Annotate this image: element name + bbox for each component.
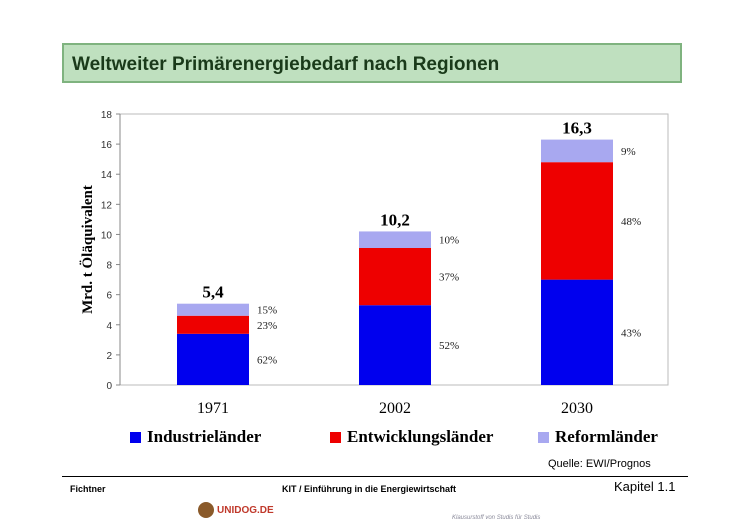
pct-label-2002-1: 37% [439, 272, 459, 284]
title-box: Weltweiter Primärenergiebedarf nach Regi… [62, 43, 682, 83]
legend-item-entwicklung: Entwicklungsländer [330, 427, 493, 447]
y-tick-label-0: 0 [106, 381, 112, 392]
bar-2030-2 [541, 139, 613, 163]
dog-logo-icon [198, 502, 214, 518]
pct-label-2030-1: 48% [621, 216, 641, 228]
footer-course: KIT / Einführung in die Energiewirtschaf… [282, 484, 457, 494]
legend-swatch-reform [538, 431, 549, 443]
source-note: Quelle: EWI/Prognos [548, 458, 651, 470]
bar-2030-0 [541, 279, 613, 385]
footer-divider [62, 476, 688, 477]
pct-label-2002-2: 10% [439, 235, 459, 247]
y-tick-label-14: 14 [101, 170, 113, 181]
x-tick-label-2030: 2030 [561, 400, 593, 417]
legend-item-reform: Reformländer [538, 427, 658, 447]
bar-1971-2 [177, 303, 249, 316]
bar-1971-1 [177, 315, 249, 334]
bar-2002-2 [359, 231, 431, 248]
bar-2002-1 [359, 247, 431, 306]
legend-item-industrie: Industrieländer [130, 427, 261, 447]
legend-swatch-entwicklung [330, 431, 341, 443]
legend-label-industrie: Industrieländer [147, 427, 262, 446]
total-label-2030: 16,3 [562, 119, 592, 138]
pct-label-1971-2: 15% [257, 305, 277, 317]
logo: UNIDOG.DE [198, 502, 274, 518]
footer-author: Fichtner [70, 484, 106, 494]
total-label-2002: 10,2 [380, 210, 410, 229]
x-tick-label-1971: 1971 [197, 400, 229, 417]
y-tick-label-10: 10 [101, 230, 113, 241]
x-tick-label-2002: 2002 [379, 400, 411, 417]
legend-label-reform: Reformländer [555, 427, 658, 446]
legend-label-entwicklung: Entwicklungsländer [347, 427, 494, 446]
y-tick-label-12: 12 [101, 200, 113, 211]
y-tick-label-18: 18 [101, 110, 113, 121]
y-axis-title: Mrd. t Öläquivalent [79, 185, 96, 314]
pct-label-2002-0: 52% [439, 340, 459, 352]
logo-text: UNIDOG.DE [217, 504, 274, 516]
total-label-1971: 5,4 [202, 283, 224, 302]
y-tick-label-8: 8 [106, 261, 112, 272]
watermark: Klausurstoff von Studis für Studis [452, 515, 541, 521]
bar-1971-0 [177, 333, 249, 385]
y-tick-label-4: 4 [106, 321, 112, 332]
footer-chapter: Kapitel 1.1 [614, 479, 676, 494]
pct-label-1971-1: 23% [257, 320, 277, 332]
legend-swatch-industrie [130, 431, 141, 443]
y-tick-label-2: 2 [106, 351, 112, 362]
bar-2030-1 [541, 162, 613, 280]
bar-2002-0 [359, 305, 431, 385]
y-tick-label-16: 16 [101, 140, 113, 151]
slide-title: Weltweiter Primärenergiebedarf nach Regi… [72, 54, 500, 75]
pct-label-1971-0: 62% [257, 354, 277, 366]
pct-label-2030-2: 9% [621, 146, 636, 158]
pct-label-2030-0: 43% [621, 327, 641, 339]
legend: Industrieländer Entwicklungsländer Refor… [0, 427, 750, 449]
y-tick-label-6: 6 [106, 291, 112, 302]
